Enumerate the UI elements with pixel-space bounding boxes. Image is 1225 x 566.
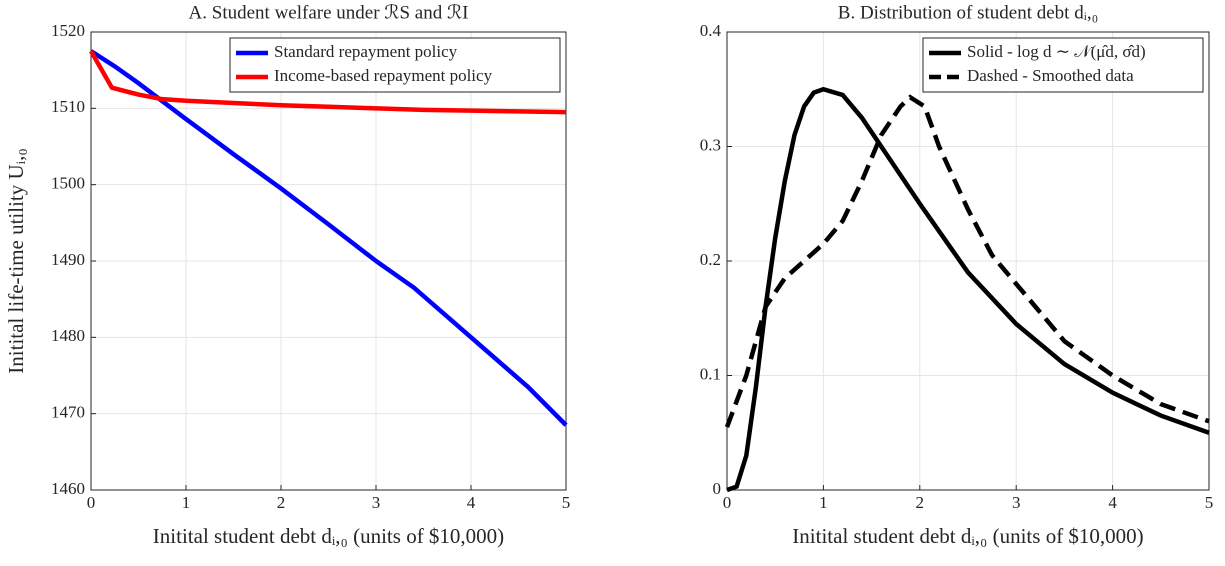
legend-label: Income-based repayment policy bbox=[274, 66, 493, 85]
y-tick-label: 1490 bbox=[51, 250, 85, 269]
x-tick-label: 1 bbox=[819, 493, 828, 512]
axes-box bbox=[90, 31, 567, 491]
y-tick-label: 0.2 bbox=[700, 250, 721, 269]
chart-title: B. Distribution of student debt dᵢ,₀ bbox=[838, 2, 1098, 23]
x-tick-label: 0 bbox=[87, 493, 96, 512]
x-tick-label: 1 bbox=[182, 493, 191, 512]
axes-box bbox=[726, 31, 1210, 491]
legend-label: Dashed - Smoothed data bbox=[967, 66, 1134, 85]
y-tick-label: 0.1 bbox=[700, 364, 721, 383]
y-tick-label: 1500 bbox=[51, 174, 85, 193]
data-line bbox=[89, 49, 567, 115]
x-tick-label: 3 bbox=[372, 493, 381, 512]
x-tick-label: 5 bbox=[1205, 493, 1214, 512]
y-tick-label: 1470 bbox=[51, 403, 85, 422]
x-tick-label: 3 bbox=[1012, 493, 1021, 512]
y-tick-label: 0.3 bbox=[700, 135, 721, 154]
x-tick-label: 4 bbox=[1108, 493, 1117, 512]
x-axis-label: Initital student debt dᵢ,₀ (units of $10… bbox=[153, 524, 504, 548]
x-tick-label: 0 bbox=[723, 493, 732, 512]
legend-box bbox=[229, 37, 561, 93]
legend-label: Solid - log d ∼ 𝒩(μ̂d, σ̂d) bbox=[967, 42, 1146, 61]
y-tick-label: 1520 bbox=[51, 21, 85, 40]
legend-label: Standard repayment policy bbox=[274, 42, 458, 61]
x-axis-label: Initital student debt dᵢ,₀ (units of $10… bbox=[792, 524, 1143, 548]
x-tick-label: 5 bbox=[562, 493, 571, 512]
x-tick-label: 2 bbox=[916, 493, 925, 512]
y-axis-label: Initital life-time utility Uᵢ,₀ bbox=[4, 148, 28, 373]
chart-title: A. Student welfare under ℛS and ℛI bbox=[189, 2, 469, 23]
y-tick-label: 1510 bbox=[51, 97, 85, 116]
legend-box bbox=[922, 37, 1204, 93]
y-tick-label: 0 bbox=[713, 479, 722, 498]
y-tick-label: 0.4 bbox=[700, 21, 722, 40]
x-tick-label: 2 bbox=[277, 493, 286, 512]
x-tick-label: 4 bbox=[467, 493, 476, 512]
data-line bbox=[726, 86, 1210, 493]
data-line bbox=[89, 49, 568, 427]
y-tick-label: 1480 bbox=[51, 326, 85, 345]
y-tick-label: 1460 bbox=[51, 479, 85, 498]
